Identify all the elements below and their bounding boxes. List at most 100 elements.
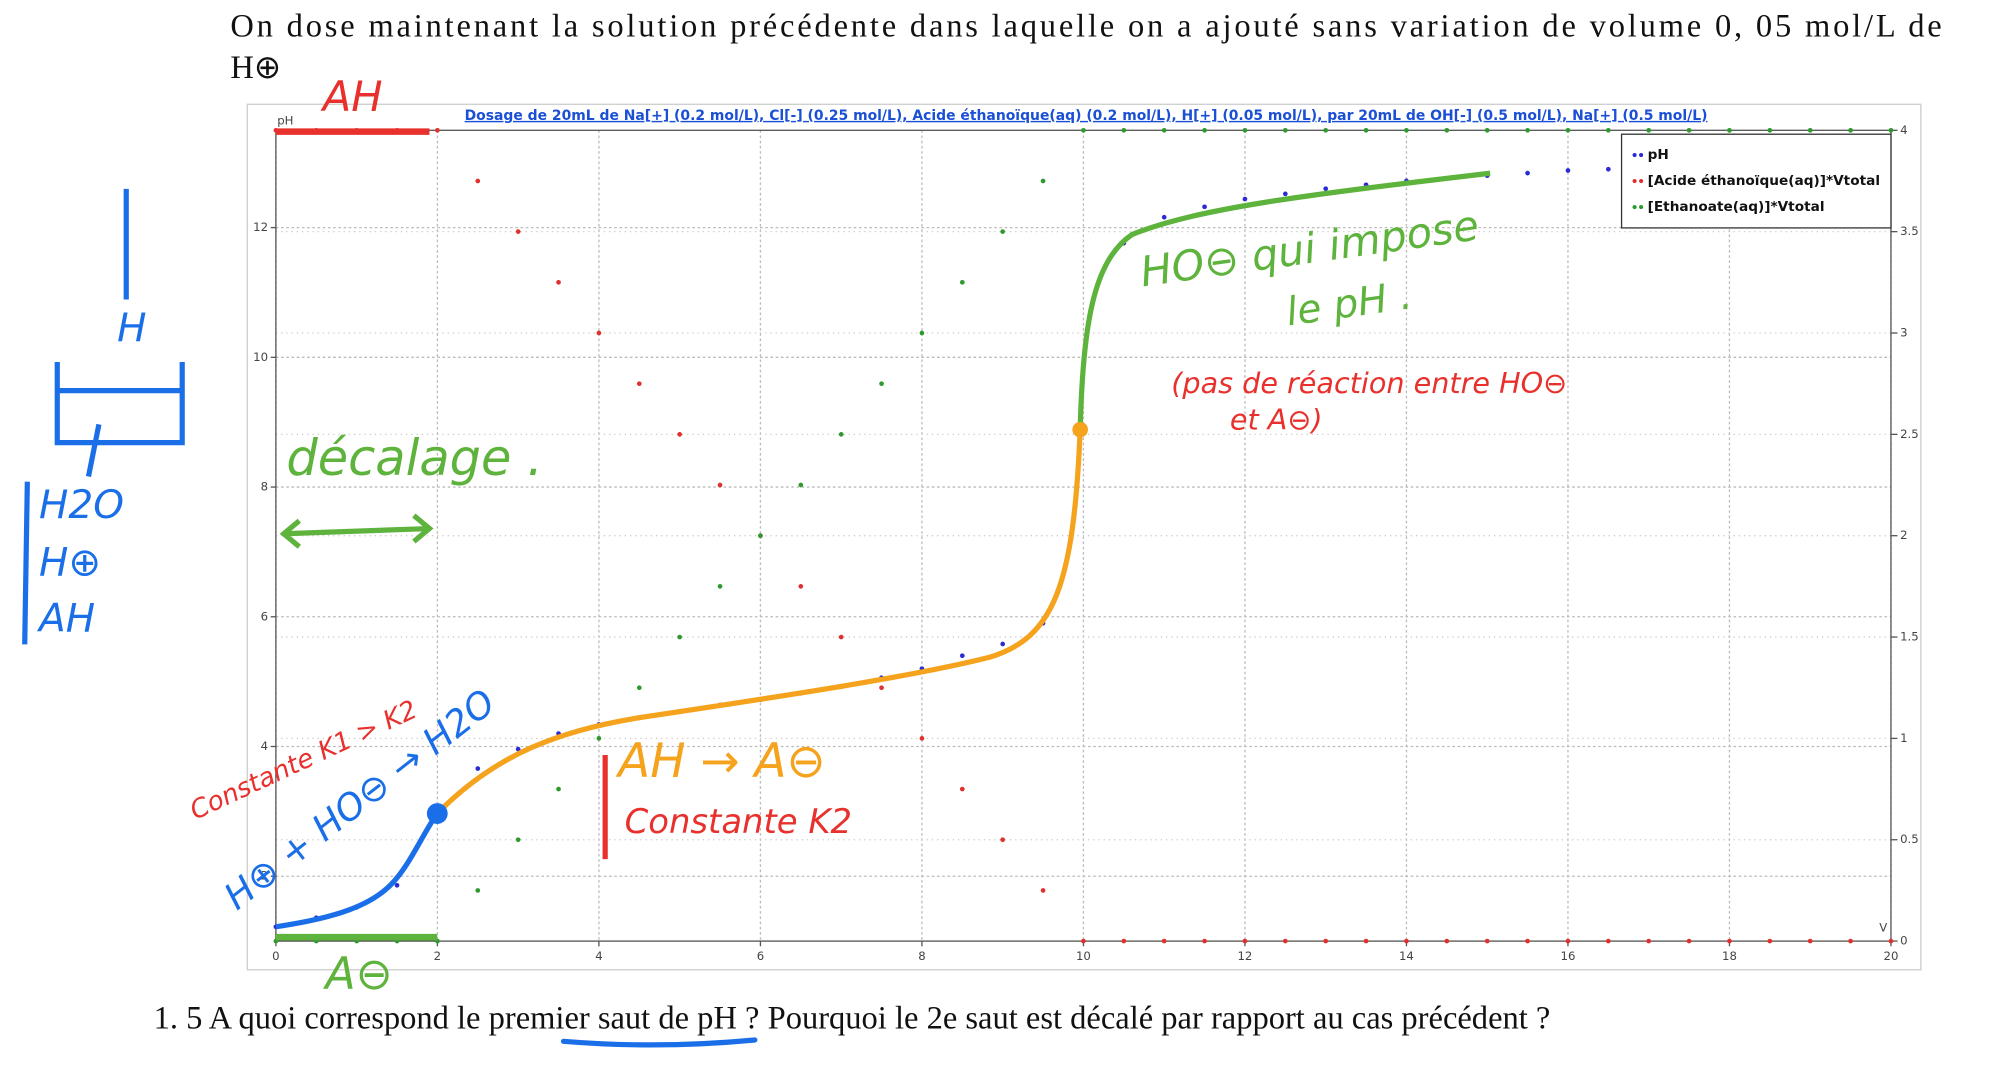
annotation: A⊖ xyxy=(322,949,392,1000)
y2-tick-label: 2 xyxy=(1900,528,1907,542)
y-tick-label: 12 xyxy=(253,220,268,234)
data-point xyxy=(798,482,804,488)
chart: Dosage de 20mL de Na[+] (0.2 mol/L), Cl[… xyxy=(246,103,1922,971)
handwriting: AH H H2O H⊕ AH décalage . Constante K1 >… xyxy=(22,72,1567,1000)
annotation: H⊕ xyxy=(39,540,101,585)
data-point xyxy=(394,882,400,888)
data-point xyxy=(1242,127,1248,133)
data-point xyxy=(758,533,763,539)
x-tick-label: 10 xyxy=(1076,949,1091,963)
hand-line xyxy=(22,481,30,645)
y-axis-label: pH xyxy=(277,114,293,128)
data-point xyxy=(475,766,481,771)
x-tick-label: 8 xyxy=(918,949,925,963)
y-tick-label: 4 xyxy=(261,739,268,753)
data-point xyxy=(1888,127,1894,133)
data-point xyxy=(1807,938,1813,944)
question-part: 1. 5 A quoi correspond le xyxy=(154,1000,489,1036)
data-point xyxy=(1848,127,1853,133)
data-point xyxy=(1202,938,1207,944)
data-point xyxy=(1605,938,1611,944)
legend-label: pH xyxy=(1648,147,1669,163)
data-point xyxy=(1525,170,1530,176)
legend-label: [Acide éthanoïque(aq)]*Vtotal xyxy=(1648,173,1880,189)
data-point xyxy=(475,888,481,893)
data-point xyxy=(1282,127,1288,133)
y2-tick-label: 0 xyxy=(1900,934,1907,948)
data-point xyxy=(1727,127,1732,133)
legend-swatch xyxy=(1639,152,1644,158)
y2-tick-label: 3 xyxy=(1900,326,1907,340)
annotation: décalage . xyxy=(286,429,543,487)
question-part: premier saut xyxy=(489,1000,651,1036)
x-tick-label: 12 xyxy=(1237,949,1252,963)
legend-swatch xyxy=(1632,152,1637,158)
data-point xyxy=(1767,127,1773,133)
legend-swatch xyxy=(1632,205,1637,210)
annotation: AH xyxy=(36,596,95,641)
data-point xyxy=(1282,938,1288,944)
x-tick-label: 2 xyxy=(434,949,441,963)
data-point xyxy=(1848,938,1853,944)
beaker xyxy=(54,361,185,446)
data-point xyxy=(636,685,642,691)
data-point xyxy=(1081,938,1086,944)
data-point xyxy=(1444,938,1450,944)
data-point xyxy=(1888,938,1894,944)
y-tick-label: 6 xyxy=(261,609,268,623)
hand-curve xyxy=(275,812,440,930)
data-point xyxy=(1161,127,1167,133)
hand-underline xyxy=(560,1037,758,1048)
annotation: (pas de réaction entre HO⊖ xyxy=(1171,366,1567,400)
y2-tick-label: 1.5 xyxy=(1900,630,1919,644)
data-point xyxy=(879,381,884,387)
annotation: AH xyxy=(320,72,383,121)
data-point xyxy=(1363,127,1369,133)
data-point xyxy=(1444,127,1450,133)
data-point xyxy=(1565,127,1571,133)
data-point xyxy=(1686,938,1692,944)
data-point xyxy=(596,736,602,741)
annotation: et A⊖) xyxy=(1230,403,1323,437)
data-point xyxy=(1565,168,1571,173)
data-point xyxy=(515,837,521,843)
y2-tick-label: 3.5 xyxy=(1900,224,1919,238)
x-tick-label: 6 xyxy=(757,949,764,963)
data-point xyxy=(636,381,642,387)
legend-swatch xyxy=(1639,205,1644,210)
legend: pH [Acide éthanoïque(aq)]*Vtotal [Ethanoat… xyxy=(1620,133,1892,229)
data-point xyxy=(1323,938,1329,944)
data-point xyxy=(1807,127,1813,133)
data-point xyxy=(1404,938,1409,944)
x-tick-label: 16 xyxy=(1561,949,1576,963)
data-point xyxy=(1202,204,1207,210)
double-arrow xyxy=(279,513,434,549)
x-tick-label: 20 xyxy=(1884,949,1899,963)
data-point xyxy=(1161,214,1167,220)
question-part: de pH ? Pourquoi le 2e saut est décalé p… xyxy=(650,1000,1550,1036)
data-point xyxy=(1363,938,1369,944)
x-tick-label: 0 xyxy=(272,949,279,963)
data-point xyxy=(1161,938,1167,944)
data-point xyxy=(838,432,844,437)
data-point xyxy=(959,786,965,792)
data-point xyxy=(515,746,521,752)
y-tick-label: 2 xyxy=(261,869,268,883)
data-point xyxy=(1484,938,1490,944)
data-point xyxy=(1565,938,1571,944)
y-tick-label: 8 xyxy=(261,480,268,494)
y-tick-label: 10 xyxy=(253,350,268,364)
legend-box xyxy=(1620,133,1892,229)
data-point xyxy=(1121,938,1127,944)
data-point xyxy=(1605,166,1611,172)
data-point xyxy=(515,229,521,234)
data-point xyxy=(1323,186,1329,192)
data-point xyxy=(556,786,561,792)
data-point xyxy=(1727,938,1732,944)
data-point xyxy=(1202,127,1207,133)
annotation: H xyxy=(117,306,146,351)
data-point xyxy=(1525,938,1530,944)
x-tick-label: 18 xyxy=(1722,949,1737,963)
data-point xyxy=(1000,641,1006,647)
data-point xyxy=(1525,127,1530,133)
